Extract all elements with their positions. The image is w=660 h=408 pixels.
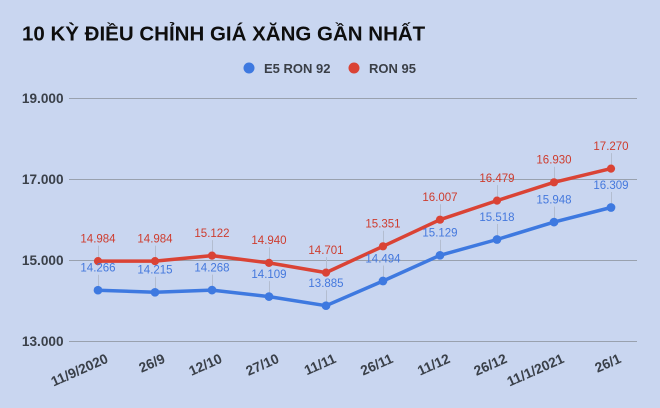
svg-text:14.109: 14.109	[251, 269, 286, 281]
svg-text:15.129: 15.129	[422, 228, 457, 240]
svg-text:E5 RON 92: E5 RON 92	[264, 61, 330, 76]
svg-text:10 KỲ ĐIỀU CHỈNH GIÁ XĂNG GẦN: 10 KỲ ĐIỀU CHỈNH GIÁ XĂNG GẦN NHẤT	[22, 22, 426, 46]
svg-text:16.930: 16.930	[536, 155, 571, 167]
svg-text:14.268: 14.268	[194, 262, 229, 274]
svg-text:14.266: 14.266	[80, 263, 115, 275]
svg-text:RON 95: RON 95	[369, 61, 416, 76]
svg-text:16.007: 16.007	[422, 192, 457, 204]
svg-text:16.479: 16.479	[479, 173, 514, 185]
svg-text:15.000: 15.000	[22, 253, 64, 268]
svg-text:17.270: 17.270	[593, 141, 628, 153]
svg-text:14.215: 14.215	[137, 265, 172, 277]
svg-text:13.000: 13.000	[22, 334, 64, 349]
svg-text:15.948: 15.948	[536, 194, 571, 206]
svg-text:14.494: 14.494	[365, 253, 401, 265]
svg-text:14.984: 14.984	[137, 233, 173, 245]
svg-text:14.940: 14.940	[251, 235, 286, 247]
svg-text:15.122: 15.122	[194, 228, 229, 240]
svg-text:14.984: 14.984	[80, 233, 116, 245]
svg-text:13.885: 13.885	[308, 278, 343, 290]
svg-text:19.000: 19.000	[22, 91, 64, 106]
svg-text:14.701: 14.701	[308, 245, 343, 257]
svg-text:17.000: 17.000	[22, 172, 64, 187]
svg-text:16.309: 16.309	[593, 180, 628, 192]
svg-text:15.518: 15.518	[479, 212, 514, 224]
svg-text:15.351: 15.351	[365, 219, 400, 231]
